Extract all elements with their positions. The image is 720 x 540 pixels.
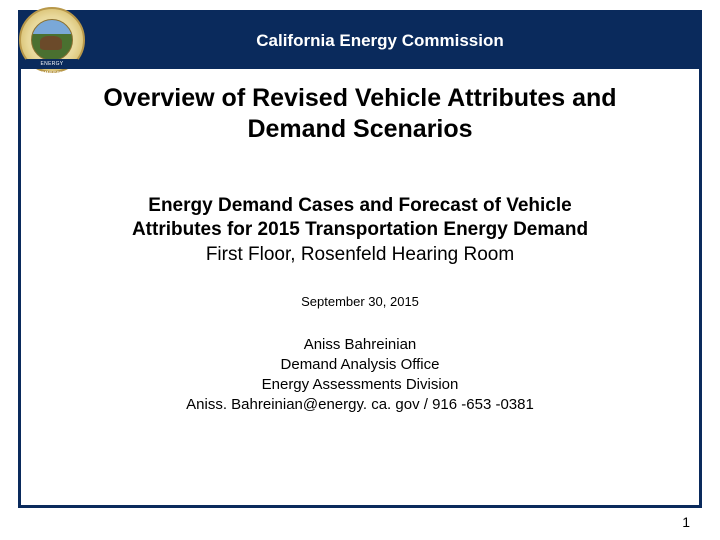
seal-banner-text: ENERGY COMMISSION — [25, 59, 79, 69]
header-title: California Energy Commission — [256, 31, 504, 51]
main-title: Overview of Revised Vehicle Attributes a… — [45, 83, 675, 146]
subtitle-block: Energy Demand Cases and Forecast of Vehi… — [45, 194, 675, 268]
header-bar: ENERGY COMMISSION California Energy Comm… — [21, 13, 699, 69]
title-line1: Overview of Revised Vehicle Attributes a… — [103, 84, 616, 112]
author-contact: Aniss. Bahreinian@energy. ca. gov / 916 … — [186, 396, 534, 413]
subtitle-location: First Floor, Rosenfeld Hearing Room — [206, 244, 514, 265]
subtitle-bold-line1: Energy Demand Cases and Forecast of Vehi… — [148, 195, 571, 216]
subtitle-bold-line2: Attributes for 2015 Transportation Energ… — [132, 219, 588, 240]
author-name: Aniss Bahreinian — [304, 336, 417, 353]
author-block: Aniss Bahreinian Demand Analysis Office … — [45, 335, 675, 416]
author-division: Energy Assessments Division — [262, 376, 459, 393]
author-office: Demand Analysis Office — [281, 356, 440, 373]
date: September 30, 2015 — [45, 294, 675, 309]
slide-frame: ENERGY COMMISSION California Energy Comm… — [18, 10, 702, 508]
state-seal-icon: ENERGY COMMISSION — [19, 7, 85, 73]
page-number: 1 — [682, 514, 690, 530]
title-line2: Demand Scenarios — [247, 115, 472, 143]
slide-content: Overview of Revised Vehicle Attributes a… — [21, 69, 699, 416]
